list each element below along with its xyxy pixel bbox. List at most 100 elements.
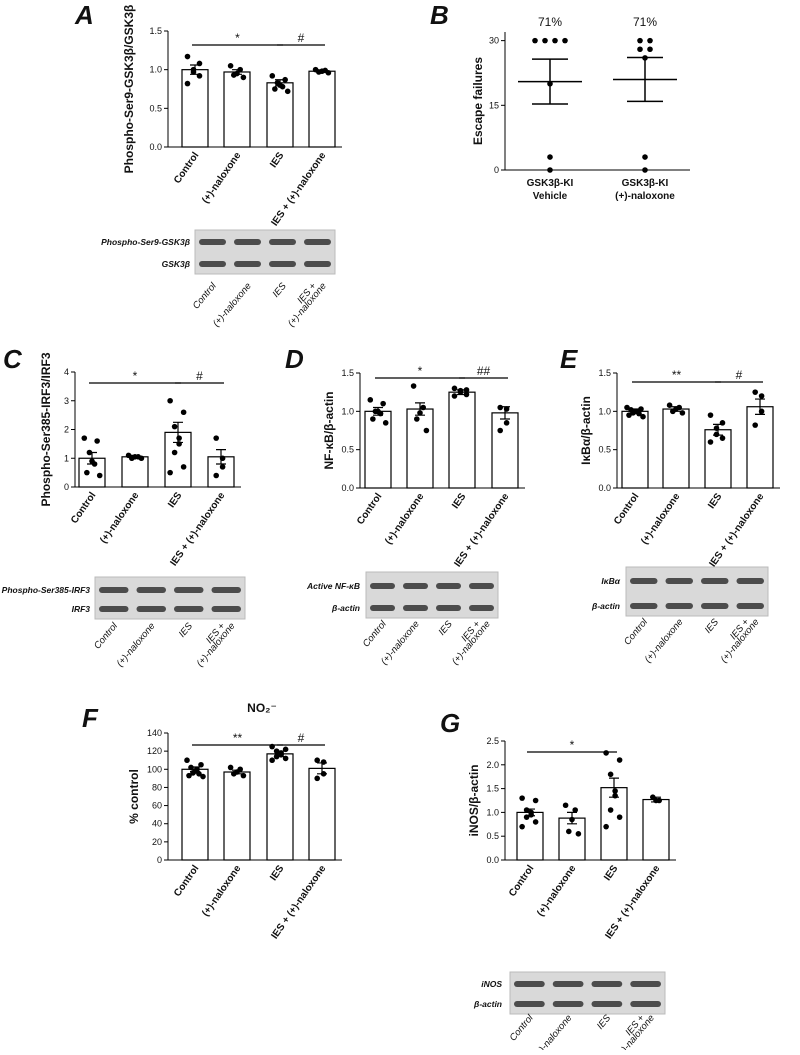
y-tick-label: 4 — [64, 367, 69, 377]
blot-lane-label: IES — [595, 1012, 614, 1031]
y-tick-label: 80 — [152, 782, 162, 792]
bar — [308, 767, 336, 861]
blot-band — [514, 1001, 545, 1007]
blot-image — [94, 576, 246, 620]
x-tick-label: IES — [450, 491, 468, 511]
y-tick-label: 0 — [494, 165, 499, 175]
blot-lane-label: IES — [437, 618, 456, 637]
data-point — [196, 60, 203, 67]
data-point — [86, 449, 93, 456]
data-point — [231, 771, 237, 777]
blot-band — [630, 1001, 661, 1007]
x-tick-label: Control — [172, 863, 202, 899]
y-axis-label: % control — [127, 769, 141, 824]
x-tick-label: Control — [69, 490, 99, 526]
x-tick-label: IES — [706, 491, 724, 511]
data-point — [282, 746, 289, 753]
blot-lane-label: Control — [191, 280, 220, 311]
data-point — [451, 393, 458, 399]
data-point — [463, 387, 470, 393]
data-point — [637, 46, 643, 53]
blot-band — [304, 239, 331, 245]
data-point — [523, 814, 530, 820]
data-point — [497, 404, 504, 411]
panel-letter: A — [74, 0, 94, 30]
data-point — [451, 385, 458, 392]
blot-lane-label: (+)-naloxone — [532, 1013, 575, 1050]
blot-band — [630, 603, 658, 609]
blot-image — [194, 229, 336, 275]
x-tick-label: GSK3β-KI — [622, 178, 669, 189]
data-point — [603, 823, 609, 830]
data-point — [542, 37, 548, 44]
y-tick-label: 0 — [64, 482, 69, 492]
data-point — [503, 406, 510, 412]
data-point — [231, 72, 237, 78]
data-point — [273, 748, 280, 754]
bar — [704, 429, 732, 489]
data-point — [547, 80, 553, 87]
data-point — [519, 823, 525, 830]
data-point — [616, 814, 623, 820]
x-tick-label: Control — [172, 150, 202, 186]
blot-band — [199, 261, 226, 267]
data-point — [219, 455, 226, 462]
y-tick-label: 120 — [147, 746, 162, 756]
data-point — [616, 757, 623, 763]
data-point — [190, 69, 197, 75]
data-point — [94, 438, 100, 444]
data-point — [273, 753, 280, 760]
data-point — [167, 397, 173, 404]
significance-label: * — [418, 364, 423, 378]
data-point — [213, 435, 219, 441]
data-point — [607, 771, 614, 778]
data-point — [380, 400, 386, 407]
data-point — [282, 76, 288, 83]
data-point — [382, 420, 389, 426]
data-point — [612, 788, 618, 794]
data-point — [640, 413, 646, 420]
y-tick-label: 1 — [64, 453, 69, 463]
data-point — [171, 423, 178, 430]
y-axis-label: Escape failures — [471, 57, 485, 145]
significance-label: ## — [477, 364, 491, 378]
bar — [621, 410, 649, 489]
data-point — [528, 811, 534, 818]
blot-band — [136, 587, 166, 593]
data-point — [190, 770, 196, 776]
x-tick-label: IES — [268, 863, 286, 883]
blot-band — [403, 583, 428, 589]
significance-label: * — [133, 369, 138, 383]
y-tick-label: 60 — [152, 801, 162, 811]
data-point — [463, 391, 470, 398]
percent-label: 71% — [633, 15, 657, 29]
y-tick-label: 0.0 — [149, 142, 162, 152]
data-point — [370, 416, 376, 422]
y-tick-label: 1.0 — [149, 65, 162, 75]
blot-band — [234, 261, 261, 267]
y-tick-label: 1.5 — [598, 368, 611, 378]
data-point — [186, 772, 192, 779]
y-tick-label: 2 — [64, 425, 69, 435]
blot-band — [591, 981, 623, 987]
x-tick-label: (+)-naloxone — [639, 491, 683, 547]
data-point — [367, 397, 374, 403]
y-tick-label: 140 — [147, 728, 162, 738]
blot-band — [403, 605, 428, 611]
data-point — [523, 807, 530, 813]
bar — [223, 771, 251, 861]
blot-image — [365, 571, 499, 619]
significance-label: ** — [233, 731, 243, 745]
significance-label: # — [736, 368, 743, 382]
blot-band — [211, 606, 241, 612]
y-tick-label: 0.5 — [486, 831, 499, 841]
data-point — [679, 410, 686, 416]
data-point — [410, 383, 417, 389]
data-point — [196, 771, 202, 777]
y-tick-label: 0 — [157, 855, 162, 865]
data-point — [314, 757, 321, 764]
data-point — [642, 154, 648, 160]
data-point — [752, 422, 758, 428]
x-tick-label: IES — [268, 150, 286, 170]
data-point — [758, 408, 765, 415]
